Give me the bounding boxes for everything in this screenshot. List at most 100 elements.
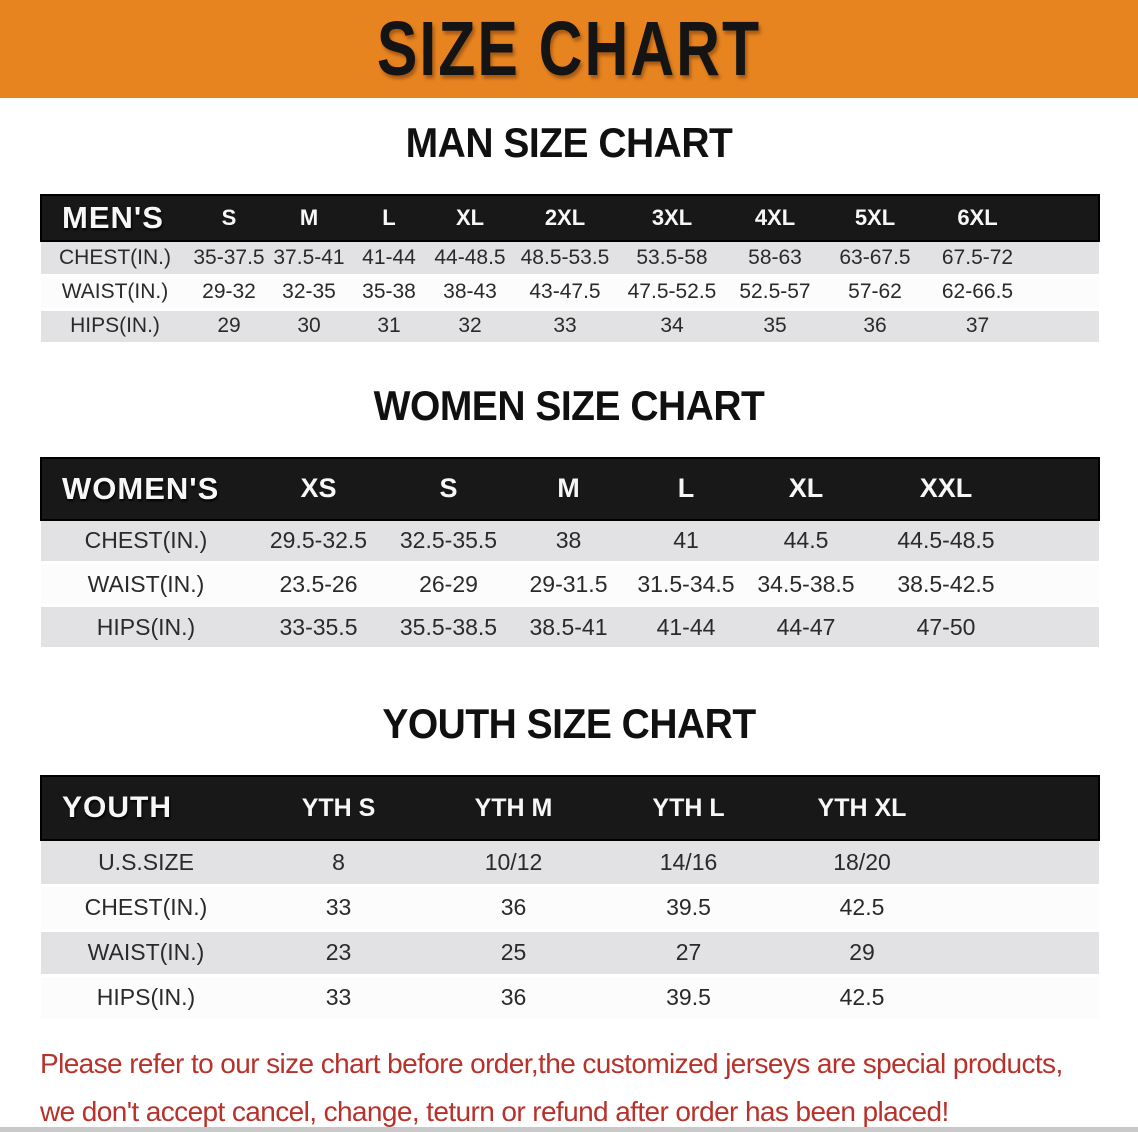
size-value-cell: 26-29: [386, 562, 511, 607]
size-column-header: 6XL: [957, 205, 998, 230]
size-value-cell: 29-31.5: [511, 562, 626, 607]
size-column-header: L: [677, 473, 695, 503]
measurement-row: WAIST(IN.) 23 25 27 29: [41, 930, 1099, 977]
size-column-header: YTH S: [301, 793, 376, 822]
size-value-cell: 63-67.5: [825, 241, 925, 277]
size-column-header: 3XL: [651, 205, 693, 230]
mens-section-heading: MAN SIZE CHART: [405, 120, 733, 167]
size-value-cell: 33: [511, 309, 619, 345]
womens-section-heading: WOMEN SIZE CHART: [373, 382, 765, 430]
size-value-cell: 44.5-48.5: [866, 519, 1026, 564]
size-value-cell: 67.5-72: [925, 241, 1030, 277]
table-header-row: WOMEN'S XS S M L XL XXL: [41, 457, 1099, 520]
size-value-cell: 42.5: [776, 885, 948, 932]
bottom-edge-strip: [0, 1127, 1138, 1132]
youth-size-table: YOUTH YTH S YTH M YTH L YTH XL U.S.SIZE 8 10/12…: [40, 775, 1100, 1022]
row-spacer-cell: [1026, 519, 1099, 564]
row-spacer-cell: [948, 885, 1099, 932]
size-value-cell: 38: [511, 519, 626, 564]
size-value-cell: 32: [429, 309, 511, 345]
size-column-header: M: [557, 473, 580, 503]
size-value-cell: 37.5-41: [269, 241, 349, 277]
size-value-cell: 53.5-58: [619, 241, 725, 277]
size-value-cell: 23: [251, 930, 426, 977]
size-value-cell: 32.5-35.5: [386, 519, 511, 564]
size-value-cell: 29: [776, 930, 948, 977]
youth-section-heading: YOUTH SIZE CHART: [382, 701, 756, 748]
size-value-cell: 39.5: [601, 975, 776, 1022]
size-value-cell: 33: [251, 885, 426, 932]
size-value-cell: 57-62: [825, 275, 925, 311]
size-column-header: YTH M: [474, 793, 553, 822]
banner-title: SIZE CHART: [376, 6, 762, 92]
size-value-cell: 33-35.5: [251, 605, 386, 650]
size-value-cell: 38-43: [429, 275, 511, 311]
size-value-cell: 30: [269, 309, 349, 345]
size-value-cell: 27: [601, 930, 776, 977]
row-spacer-cell: [1026, 562, 1099, 607]
size-value-cell: 62-66.5: [925, 275, 1030, 311]
size-value-cell: 38.5-42.5: [866, 562, 1026, 607]
size-column-header: S: [439, 473, 458, 503]
header-spacer-cell: [1030, 195, 1099, 241]
size-value-cell: 8: [251, 840, 426, 887]
measurement-row: HIPS(IN.) 33-35.5 35.5-38.5 38.5-41 41-44 44-…: [41, 605, 1099, 650]
size-value-cell: 35.5-38.5: [386, 605, 511, 650]
size-column-header: 4XL: [754, 205, 796, 230]
measurement-row: WAIST(IN.) 23.5-26 26-29 29-31.5 31.5-34.5 34…: [41, 562, 1099, 607]
size-value-cell: 33: [251, 975, 426, 1022]
size-value-cell: 35-37.5: [189, 241, 269, 277]
measurement-row: HIPS(IN.) 33 36 39.5 42.5: [41, 975, 1099, 1022]
size-column-header: L: [382, 205, 396, 230]
row-label-cell: WAIST(IN.): [41, 562, 251, 607]
disclaimer-line-2: we don't accept cancel, change, teturn o…: [40, 1095, 949, 1127]
row-label-cell: WAIST(IN.): [41, 930, 251, 977]
row-label-cell: CHEST(IN.): [41, 241, 189, 277]
size-column-header: XXL: [919, 473, 973, 503]
row-label-cell: CHEST(IN.): [41, 885, 251, 932]
measurement-row: CHEST(IN.) 35-37.5 37.5-41 41-44 44-48.5 48.5…: [41, 241, 1099, 277]
size-value-cell: 52.5-57: [725, 275, 825, 311]
mens-size-section: MAN SIZE CHART MEN'S S M L XL 2XL 3XL 4XL 5XL 6XL…: [0, 120, 1138, 345]
measurement-row: WAIST(IN.) 29-32 32-35 35-38 38-43 43-47.5 47.…: [41, 275, 1099, 311]
size-value-cell: 23.5-26: [251, 562, 386, 607]
size-value-cell: 44.5: [746, 519, 866, 564]
size-value-cell: 58-63: [725, 241, 825, 277]
size-column-header: S: [221, 205, 237, 230]
row-label-cell: WAIST(IN.): [41, 275, 189, 311]
size-value-cell: 41: [626, 519, 746, 564]
size-column-header: XL: [788, 473, 824, 503]
size-column-header: XL: [455, 205, 485, 230]
size-value-cell: 47.5-52.5: [619, 275, 725, 311]
size-value-cell: 18/20: [776, 840, 948, 887]
size-value-cell: 44-47: [746, 605, 866, 650]
size-value-cell: 44-48.5: [429, 241, 511, 277]
row-spacer-cell: [948, 930, 1099, 977]
size-value-cell: 29: [189, 309, 269, 345]
size-column-header: YTH L: [652, 793, 725, 822]
size-chart-banner: SIZE CHART: [0, 0, 1138, 98]
size-value-cell: 41-44: [349, 241, 429, 277]
size-value-cell: 47-50: [866, 605, 1026, 650]
size-value-cell: 42.5: [776, 975, 948, 1022]
disclaimer-line-1: Please refer to our size chart before or…: [40, 1047, 1063, 1079]
row-spacer-cell: [1030, 275, 1099, 311]
order-disclaimer: Please refer to our size chart before or…: [40, 1040, 1138, 1132]
size-value-cell: 35-38: [349, 275, 429, 311]
size-value-cell: 35: [725, 309, 825, 345]
group-label-cell: MEN'S: [62, 200, 164, 235]
header-spacer-cell: [1026, 458, 1099, 520]
row-spacer-cell: [948, 975, 1099, 1022]
row-label-cell: HIPS(IN.): [41, 309, 189, 345]
measurement-row: HIPS(IN.) 29 30 31 32 33 34 35 36 37: [41, 309, 1099, 345]
measurement-row: CHEST(IN.) 29.5-32.5 32.5-35.5 38 41 44.5 44.5…: [41, 519, 1099, 564]
size-value-cell: 36: [426, 885, 601, 932]
size-value-cell: 32-35: [269, 275, 349, 311]
row-label-cell: HIPS(IN.): [41, 605, 251, 650]
row-spacer-cell: [1030, 241, 1099, 277]
size-column-header: YTH XL: [817, 793, 907, 822]
size-value-cell: 36: [825, 309, 925, 345]
measurement-row: CHEST(IN.) 33 36 39.5 42.5: [41, 885, 1099, 932]
size-column-header: M: [299, 205, 319, 230]
size-value-cell: 25: [426, 930, 601, 977]
